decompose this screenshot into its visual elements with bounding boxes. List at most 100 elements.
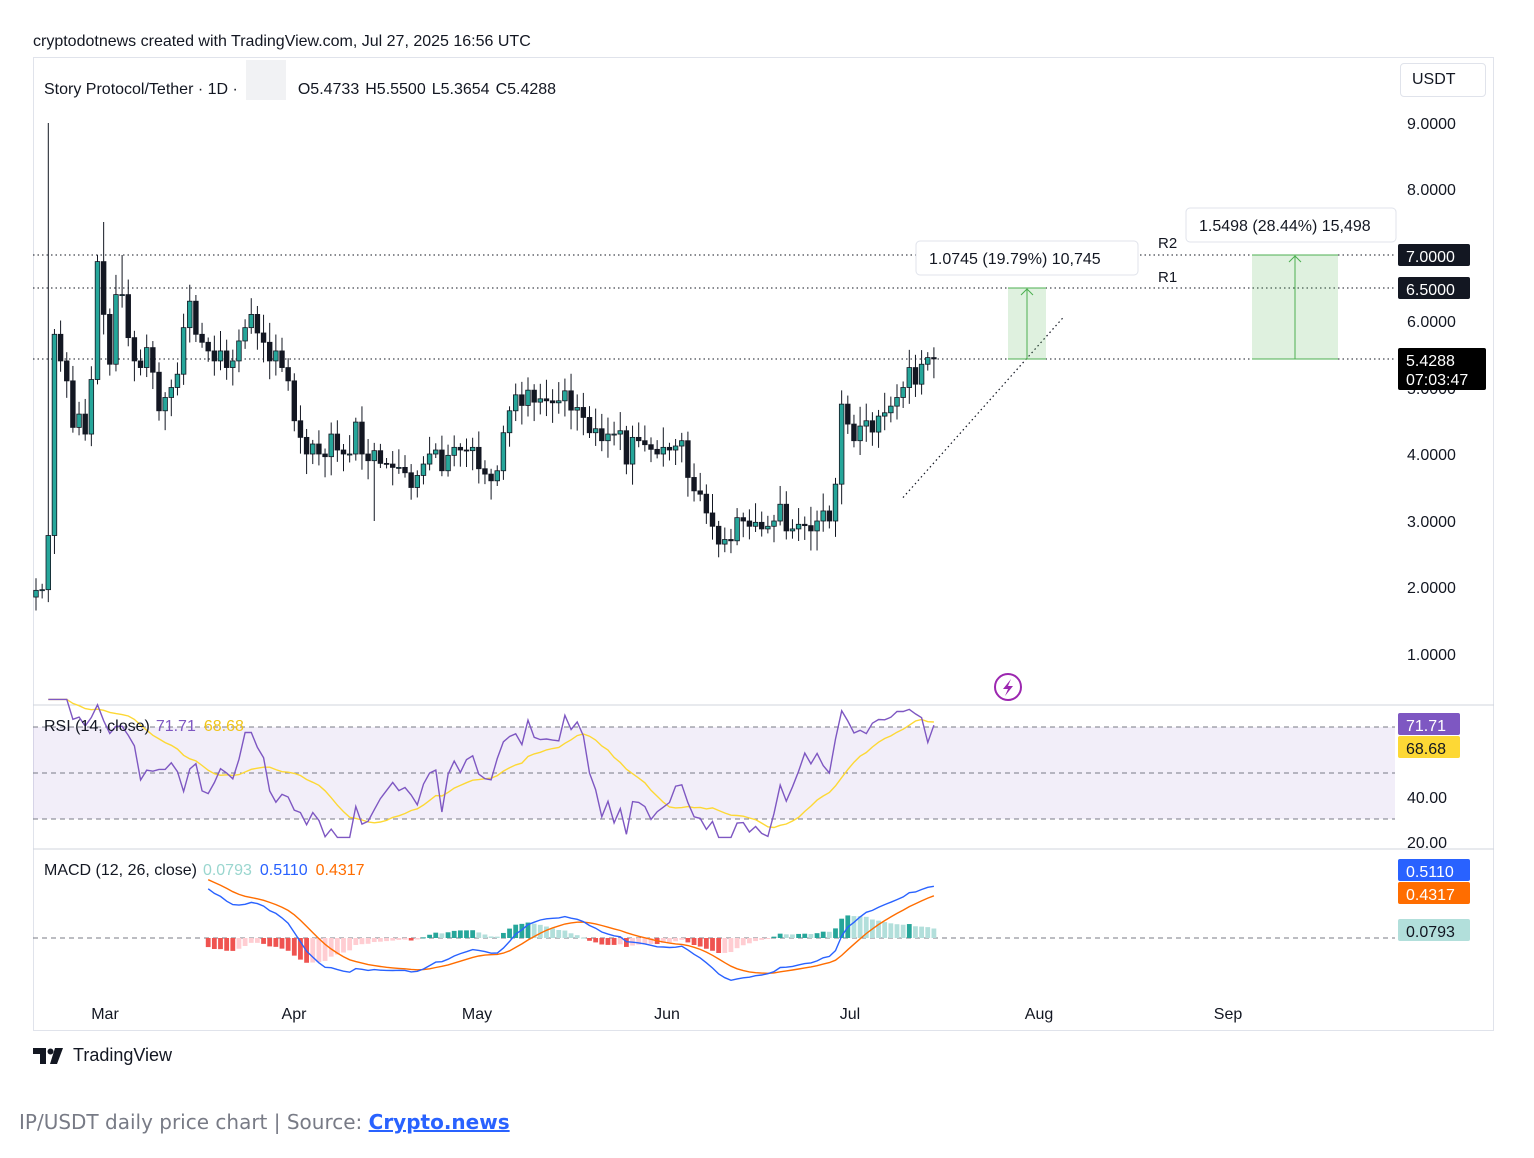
candle-body xyxy=(451,446,457,456)
macd-histogram-bar xyxy=(402,938,408,940)
candle xyxy=(814,510,820,551)
macd-value-tag[interactable]: 0.5110 xyxy=(1398,859,1470,881)
candle-body xyxy=(273,350,279,362)
macd-histogram-bar xyxy=(703,938,709,949)
candle xyxy=(33,578,39,611)
candle xyxy=(469,437,476,471)
candle xyxy=(451,435,457,467)
r1-price-tag-text: 6.5000 xyxy=(1406,282,1455,299)
candle xyxy=(519,381,525,425)
candle-body xyxy=(107,313,113,365)
rsi-value-tag[interactable]: 71.71 xyxy=(1398,713,1460,735)
candle xyxy=(303,428,310,475)
macd-histogram-bar xyxy=(470,930,476,938)
candle xyxy=(709,493,716,540)
caption-source-link[interactable]: Crypto.news xyxy=(368,1110,510,1134)
current-price-tag[interactable]: 5.4288 07:03:47 xyxy=(1398,348,1486,390)
price-tick-label: 6.0000 xyxy=(1407,314,1456,331)
current-price-tag-bg xyxy=(1398,348,1486,390)
candle xyxy=(863,403,869,442)
candle xyxy=(119,255,125,308)
price-tick-label: 4.0000 xyxy=(1407,447,1456,464)
macd-histogram-bar xyxy=(906,924,912,938)
histogram-value-tag[interactable]: 0.0793 xyxy=(1398,919,1470,941)
candles-layer xyxy=(33,123,937,611)
candle-body xyxy=(783,503,789,532)
candle xyxy=(100,222,107,335)
candle-body xyxy=(906,367,912,388)
candle xyxy=(795,508,802,541)
candle-body xyxy=(303,436,310,455)
macd-histogram-bar xyxy=(537,924,543,938)
macd-histogram-bar xyxy=(371,938,377,943)
measure-box[interactable]: 1.0745 (19.79%) 10,745 xyxy=(915,240,1139,360)
candle xyxy=(174,362,181,396)
candle xyxy=(820,493,826,532)
tradingview-logo[interactable]: TradingView xyxy=(33,1045,172,1066)
candle-body xyxy=(642,440,648,446)
candle xyxy=(931,347,937,379)
candle xyxy=(722,527,728,553)
macd-histogram-bar xyxy=(900,924,906,938)
lightning-icon[interactable] xyxy=(994,673,1022,701)
macd-histogram-bar xyxy=(414,938,420,940)
r1-price-tag[interactable]: 6.5000 xyxy=(1398,277,1470,299)
candle-body xyxy=(414,475,420,488)
candle xyxy=(187,284,193,343)
caption-text: IP/USDT daily price chart | Source: xyxy=(19,1110,369,1134)
macd-histogram-bar xyxy=(857,916,863,938)
candle-body xyxy=(494,470,500,482)
measure-label-bg xyxy=(1185,207,1397,243)
candle-body xyxy=(426,453,433,465)
candle xyxy=(217,331,224,371)
candle xyxy=(838,390,845,505)
candle-body xyxy=(648,444,654,450)
signal-value-tag[interactable]: 0.4317 xyxy=(1398,882,1470,904)
candle xyxy=(230,349,236,386)
candle xyxy=(88,366,95,447)
macd-histogram-bar xyxy=(611,938,617,945)
candle-body xyxy=(353,421,359,455)
macd-histogram-bar xyxy=(783,934,789,938)
macd-histogram-bar xyxy=(427,934,432,938)
candle xyxy=(266,322,273,380)
candle-body xyxy=(882,412,888,417)
candle-body xyxy=(832,483,839,522)
r2-price-tag[interactable]: 7.0000 xyxy=(1398,244,1470,266)
macd-histogram-bar xyxy=(925,927,931,938)
time-axis: Mar Apr May Jun Jul Aug Sep xyxy=(91,1006,1242,1023)
candle-body xyxy=(549,400,556,404)
candle-body xyxy=(279,350,285,368)
candle-body xyxy=(808,525,814,532)
candle-body xyxy=(242,327,248,342)
macd-histogram-bar xyxy=(322,938,328,961)
candle-body xyxy=(64,360,70,382)
macd-histogram-bar xyxy=(882,922,888,938)
candle-body xyxy=(900,387,906,398)
macd-histogram-bar xyxy=(556,929,562,938)
candle-body xyxy=(752,521,759,527)
chart-frame xyxy=(33,57,1494,1031)
rsi-legend[interactable]: RSI (14, close) 71.71 68.68 xyxy=(44,718,244,736)
rsi-ma-value-tag[interactable]: 68.68 xyxy=(1398,736,1460,758)
macd-legend[interactable]: MACD (12, 26, close) 0.0793 0.5110 0.4317 xyxy=(44,862,365,880)
candle xyxy=(672,438,679,466)
candle-body xyxy=(863,420,869,427)
candle-body xyxy=(193,300,199,335)
candle-body xyxy=(568,390,574,411)
macd-histogram-bar xyxy=(814,933,820,938)
candle xyxy=(482,460,488,485)
symbol-name[interactable]: Story Protocol/Tether · 1D · xyxy=(44,81,238,99)
macd-histogram-bar xyxy=(796,933,801,938)
macd-histogram-bar xyxy=(341,938,346,953)
currency-button[interactable]: USDT xyxy=(1400,63,1486,97)
macd-histogram-bar xyxy=(384,938,389,942)
candle xyxy=(666,442,673,461)
macd-histogram-bar xyxy=(587,938,592,941)
candle xyxy=(131,330,138,382)
candle-body xyxy=(918,363,925,385)
candle-body xyxy=(709,512,716,527)
candle xyxy=(439,435,445,477)
measure-box[interactable]: 1.5498 (28.44%) 15,498 xyxy=(1185,207,1397,360)
